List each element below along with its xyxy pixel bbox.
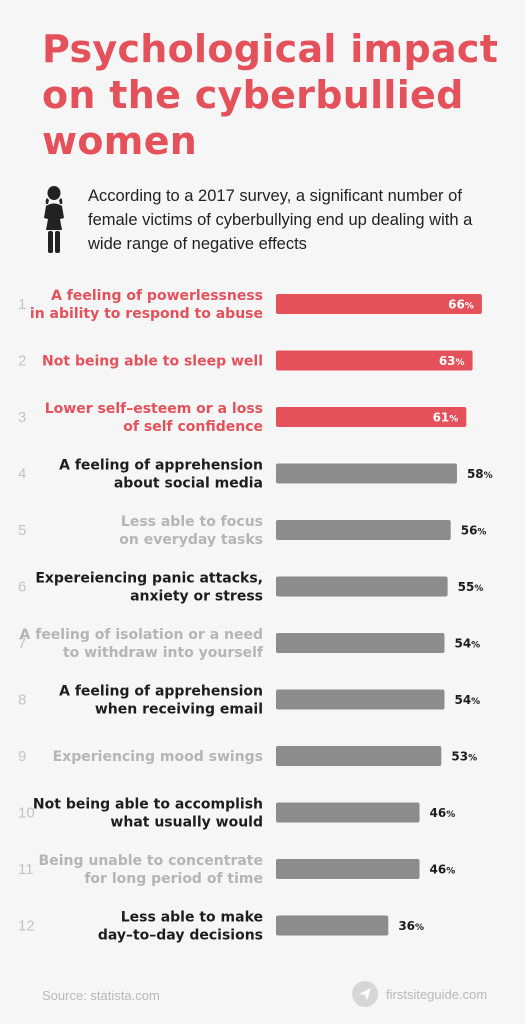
value-suffix: %	[456, 358, 465, 368]
value-label: 54%	[454, 693, 480, 707]
rank-number: 6	[18, 579, 26, 596]
rank-number: 12	[18, 918, 35, 935]
rank-number: 1	[18, 296, 26, 313]
value-label: 63%	[439, 354, 465, 368]
bar-label: anxiety or stress	[130, 589, 263, 605]
bar-label: to withdraw into yourself	[63, 645, 264, 661]
value-suffix: %	[465, 302, 474, 312]
brand-text: firstsiteguide.com	[386, 986, 488, 1002]
value-number: 56	[461, 524, 478, 538]
bar-label: Lower self–esteem or a loss	[45, 401, 263, 417]
value-number: 66	[448, 298, 465, 312]
value-number: 54	[454, 637, 471, 651]
value-suffix: %	[446, 810, 455, 820]
bar-label: for long period of time	[84, 871, 263, 887]
bar-label: when receiving email	[95, 702, 263, 718]
value-label: 46%	[430, 863, 456, 877]
rank-number: 4	[18, 466, 26, 483]
page-title: Psychological impact on the cyberbullied…	[42, 27, 499, 163]
rank-number: 9	[18, 748, 26, 765]
bar-label: A feeling of isolation or a need	[20, 627, 263, 643]
rank-number: 2	[18, 353, 26, 370]
bar	[276, 463, 457, 484]
bar	[276, 915, 389, 936]
value-number: 46	[430, 806, 447, 820]
value-suffix: %	[446, 867, 455, 877]
bar	[276, 746, 442, 766]
bar	[276, 520, 451, 540]
bar	[276, 633, 445, 653]
value-suffix: %	[484, 471, 493, 481]
value-label: 56%	[461, 524, 487, 538]
value-label: 53%	[451, 750, 477, 764]
bar-chart: 1 A feeling of powerlessness in ability to…	[18, 288, 493, 944]
bar-label: A feeling of apprehension	[59, 684, 263, 700]
value-suffix: %	[471, 697, 480, 707]
bar-label: Being unable to concentrate	[39, 853, 263, 869]
value-number: 53	[451, 750, 468, 764]
value-number: 46	[430, 863, 447, 877]
bar	[276, 294, 482, 314]
value-suffix: %	[474, 584, 483, 594]
bar	[276, 407, 467, 427]
bar-label: Less able to make	[121, 910, 263, 926]
bar-label: A feeling of apprehension	[59, 458, 263, 474]
value-suffix: %	[449, 415, 458, 425]
bar-label: day–to–day decisions	[98, 928, 263, 944]
bar-label: in ability to respond to abuse	[30, 306, 263, 322]
bar-label: on everyday tasks	[119, 532, 263, 548]
value-label: 46%	[430, 806, 456, 820]
bar-label: of self confidence	[123, 419, 263, 435]
bar	[276, 802, 420, 823]
bar	[276, 576, 448, 597]
value-suffix: %	[415, 923, 424, 933]
value-number: 55	[458, 580, 475, 594]
value-number: 54	[454, 693, 471, 707]
value-number: 36	[398, 919, 415, 933]
bar-label: about social media	[114, 476, 263, 492]
rank-number: 7	[18, 635, 26, 652]
value-label: 66%	[448, 298, 474, 312]
bar-label: Not being able to sleep well	[42, 354, 263, 370]
brand: firstsiteguide.com	[352, 980, 487, 1008]
value-number: 61	[433, 411, 450, 425]
rank-number: 11	[18, 861, 34, 878]
value-label: 61%	[433, 411, 459, 425]
rank-number: 10	[18, 805, 35, 822]
bar	[276, 689, 445, 710]
bar-label: A feeling of powerlessness	[51, 288, 263, 304]
bar-label: Less able to focus	[121, 514, 263, 530]
rank-number: 3	[18, 409, 26, 426]
paper-plane-icon	[352, 981, 378, 1007]
value-suffix: %	[468, 754, 477, 764]
intro-text: According to a 2017 survey, a significan…	[88, 187, 473, 253]
bar-label: Experiencing mood swings	[53, 749, 263, 765]
rank-number: 5	[18, 522, 26, 539]
value-label: 58%	[467, 467, 493, 481]
value-number: 58	[467, 467, 484, 481]
value-label: 55%	[458, 580, 484, 594]
bar-label: Expereiencing panic attacks,	[35, 571, 263, 587]
bar	[276, 350, 473, 371]
bar	[276, 859, 420, 879]
value-number: 63	[439, 354, 456, 368]
source-text: Source: statista.com	[42, 988, 160, 1003]
value-suffix: %	[471, 641, 480, 651]
value-suffix: %	[477, 528, 486, 538]
bar-label: Not being able to accomplish	[33, 797, 263, 813]
value-label: 54%	[454, 637, 480, 651]
bar-label: what usually would	[110, 815, 263, 831]
woman-icon	[44, 186, 64, 253]
rank-number: 8	[18, 692, 26, 709]
value-label: 36%	[398, 919, 424, 933]
